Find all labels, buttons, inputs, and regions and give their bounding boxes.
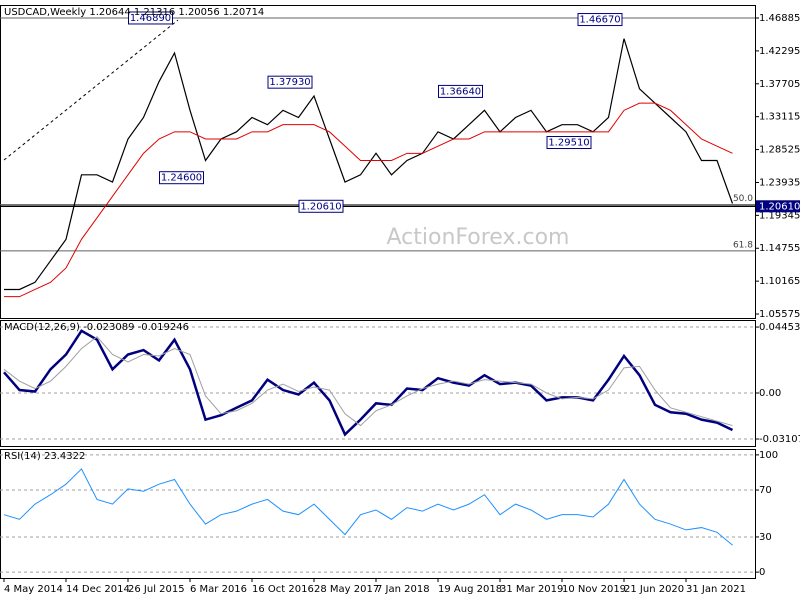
x-tick-label: 19 Aug 2018 — [438, 584, 502, 595]
annotation-box — [128, 11, 173, 25]
annotation-label: 1.37930 — [269, 77, 310, 88]
x-tick-label: 7 Jan 2018 — [376, 584, 430, 595]
y-tick-label: -0.031072 — [759, 434, 800, 445]
y-tick-label: 100 — [759, 450, 778, 461]
y-tick-label: 0 — [759, 567, 765, 578]
x-tick-label: 28 May 2017 — [314, 584, 379, 595]
y-tick-label: 1.14755 — [759, 243, 800, 254]
watermark: ActionForex.com — [387, 225, 570, 250]
price-label-box — [756, 200, 800, 213]
annotation-label: 1.20610 — [300, 201, 341, 212]
annotation-box — [577, 13, 623, 27]
level-label: 50.0 — [733, 194, 753, 204]
annotation-box — [159, 171, 204, 185]
panel-title: USDCAD,Weekly 1.20644 1.21316 1.20056 1.… — [4, 7, 264, 18]
x-tick-label: 26 Jul 2015 — [128, 584, 185, 595]
y-tick-label: 1.10165 — [759, 276, 800, 287]
x-tick-label: 31 Jan 2021 — [686, 584, 746, 595]
macd-panel — [0, 320, 756, 447]
panel-title: MACD(12,26,9) -0.023089 -0.019246 — [4, 322, 189, 333]
price-label: 1.20610 — [759, 201, 800, 212]
y-tick-label: 0.00 — [759, 388, 781, 399]
y-tick-label: 1.19345 — [759, 210, 800, 221]
rsi-panel — [0, 449, 756, 579]
annotation-box — [267, 75, 313, 89]
x-tick-label: 14 Dec 2014 — [66, 584, 130, 595]
price-panel — [0, 5, 756, 319]
y-tick-label: 1.23935 — [759, 177, 800, 188]
y-tick-label: 0.044534 — [759, 322, 800, 333]
annotation-box — [298, 199, 344, 213]
x-tick-label: 21 Jun 2020 — [624, 584, 684, 595]
annotation-label: 1.36640 — [440, 86, 481, 97]
series-line — [3, 336, 733, 427]
annotation-label: 1.46670 — [579, 15, 620, 26]
annotation-box — [546, 136, 592, 150]
series-line — [4, 38, 734, 291]
y-tick-label: 1.33115 — [759, 112, 800, 123]
annotation-label: 1.46890 — [130, 13, 171, 24]
series-line — [4, 102, 733, 298]
x-tick-label: 6 Mar 2016 — [190, 584, 247, 595]
series-line — [3, 329, 734, 437]
x-tick-label: 4 May 2014 — [4, 584, 63, 595]
x-tick-label: 31 Mar 2019 — [500, 584, 563, 595]
panel-title: RSI(14) 23.4322 — [4, 451, 85, 462]
y-tick-label: 1.42295 — [759, 46, 800, 57]
y-tick-label: 1.37705 — [759, 79, 800, 90]
annotation-box — [438, 84, 483, 98]
y-tick-label: 1.28525 — [759, 145, 800, 156]
y-tick-label: 1.46885 — [759, 13, 800, 24]
y-tick-label: 1.05575 — [759, 309, 800, 320]
trend-line — [3, 19, 179, 161]
y-tick-label: 30 — [759, 532, 772, 543]
y-tick-label: 70 — [759, 485, 772, 496]
series-line — [3, 468, 733, 546]
x-tick-label: 10 Nov 2019 — [562, 584, 626, 595]
annotation-label: 1.24600 — [161, 173, 202, 184]
x-tick-label: 16 Oct 2016 — [252, 584, 314, 595]
level-label: 61.8 — [733, 240, 753, 250]
annotation-label: 1.29510 — [548, 138, 589, 149]
